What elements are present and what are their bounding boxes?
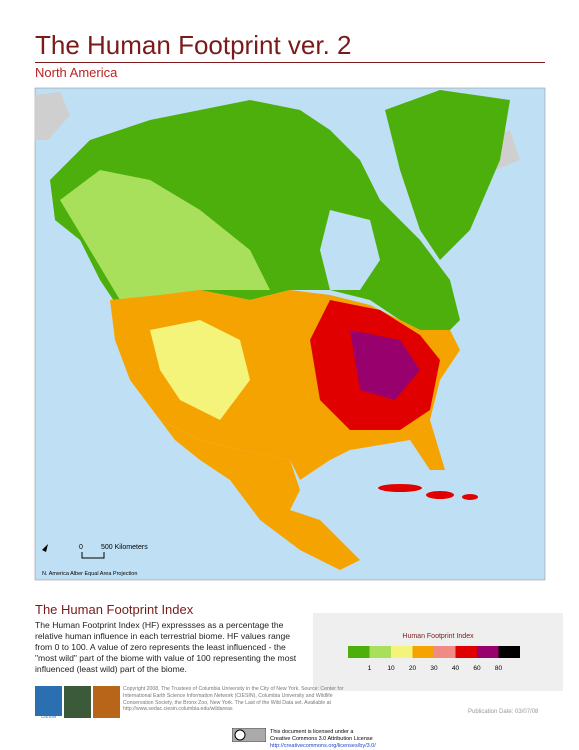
legend-swatch — [391, 646, 413, 658]
section-text: The Human Footprint Index (HF) expressse… — [35, 620, 297, 674]
legend-swatch — [434, 646, 456, 658]
license-line: Creative Commons 3.0 Attribution License — [270, 736, 373, 742]
legend-label: 60 — [473, 665, 481, 672]
title: The Human Footprint ver. 2 — [35, 30, 352, 60]
legend-label: 40 — [452, 665, 460, 672]
scale-zero: 0 — [79, 544, 83, 551]
legend-swatch — [348, 646, 370, 658]
legend-label: 80 — [495, 665, 503, 672]
legend-swatch — [412, 646, 434, 658]
legend-label: 20 — [409, 665, 417, 672]
logos: CIESIN — [35, 686, 120, 719]
section-title: The Human Footprint Index — [35, 602, 194, 617]
publication-date: Publication Date: 03/07/08 — [468, 709, 539, 715]
cc-badge — [232, 728, 266, 742]
title-rule — [35, 62, 545, 63]
logo-text: CIESIN — [41, 714, 56, 719]
license-line: This document is licensed under a — [270, 729, 354, 735]
subtitle: North America — [35, 65, 118, 80]
legend-swatch — [498, 646, 520, 658]
legend-swatch — [477, 646, 499, 658]
map: 0 500 Kilometers N. America Alber Equal … — [34, 87, 546, 581]
legend-label: 30 — [430, 665, 438, 672]
legend-title: Human Footprint Index — [402, 633, 474, 640]
legend-label: 10 — [387, 665, 395, 672]
scale-label: 500 Kilometers — [101, 544, 148, 551]
license: This document is licensed under a Creati… — [270, 729, 376, 750]
legend-label: 1 — [368, 665, 372, 672]
legend-swatch — [369, 646, 391, 658]
projection: N. America Alber Equal Area Projection — [42, 571, 137, 577]
license-url: http://creativecommons.org/licenses/by/3… — [270, 743, 376, 749]
copyright: Copyright 2008, The Trustees of Columbia… — [123, 686, 344, 713]
legend: Human Footprint Index 1 10 20 30 40 60 80 — [313, 613, 563, 691]
legend-swatch — [455, 646, 477, 658]
